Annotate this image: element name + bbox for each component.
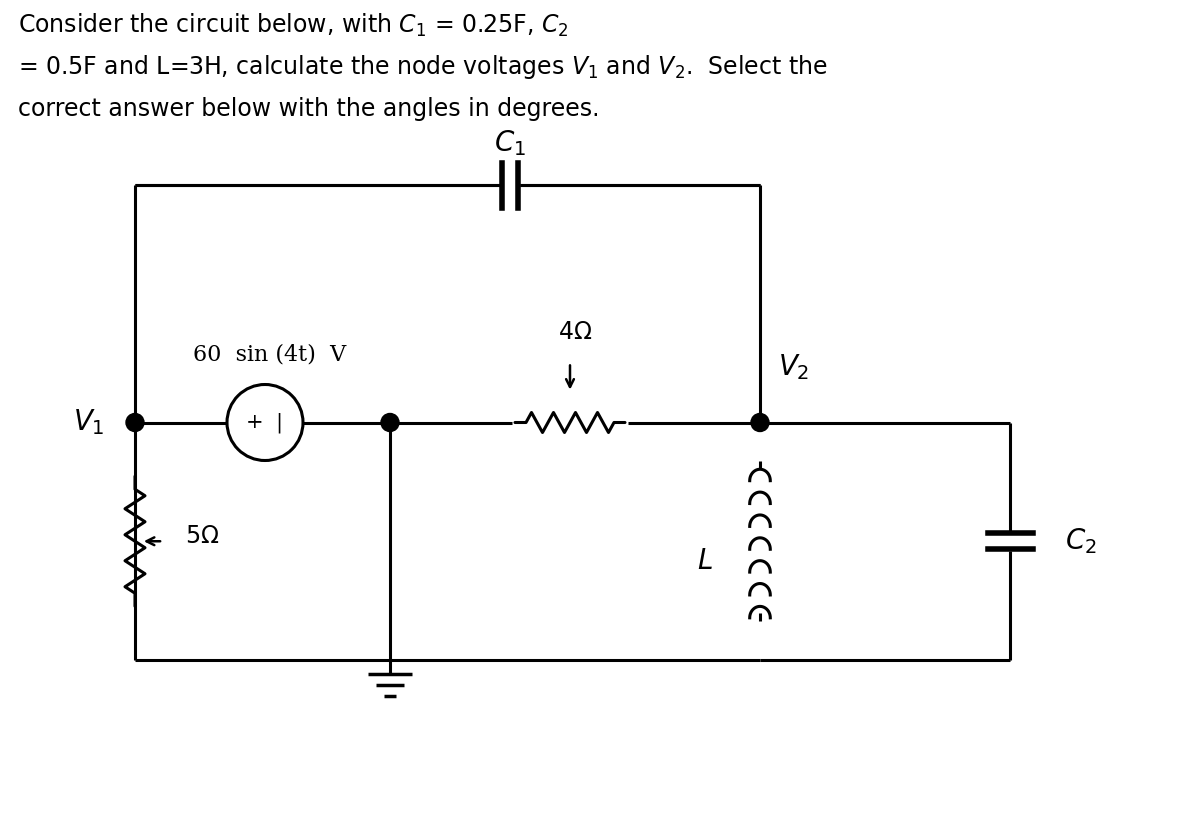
Text: $C_1$: $C_1$ <box>494 128 526 158</box>
Text: $V_2$: $V_2$ <box>778 352 809 382</box>
Circle shape <box>382 413 398 432</box>
Circle shape <box>126 413 144 432</box>
Text: $V_1$: $V_1$ <box>73 407 106 438</box>
Text: $L$: $L$ <box>697 548 713 574</box>
Text: $5\Omega$: $5\Omega$ <box>185 524 220 548</box>
Circle shape <box>751 413 769 432</box>
Text: Consider the circuit below, with $C_1$ = 0.25F, $C_2$: Consider the circuit below, with $C_1$ =… <box>18 12 569 38</box>
Text: $C_2$: $C_2$ <box>1066 526 1097 556</box>
Text: $4\Omega$: $4\Omega$ <box>558 321 592 344</box>
Text: |: | <box>276 412 282 433</box>
Text: 60  sin (4t)  V: 60 sin (4t) V <box>193 343 347 366</box>
Text: +: + <box>246 413 264 432</box>
Text: correct answer below with the angles in degrees.: correct answer below with the angles in … <box>18 97 600 121</box>
Text: = 0.5F and L=3H, calculate the node voltages $V_1$ and $V_2$.  Select the: = 0.5F and L=3H, calculate the node volt… <box>18 53 828 81</box>
